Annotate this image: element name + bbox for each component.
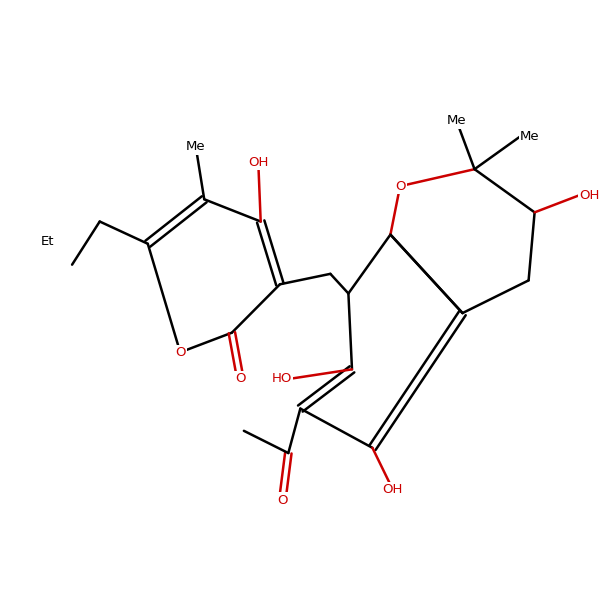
Text: O: O	[395, 179, 406, 193]
Text: OH: OH	[248, 156, 268, 169]
Text: OH: OH	[383, 483, 403, 496]
Text: Me: Me	[186, 140, 206, 154]
Text: Et: Et	[41, 235, 54, 248]
Text: O: O	[235, 372, 245, 385]
Text: Me: Me	[447, 114, 466, 127]
Text: O: O	[277, 494, 287, 506]
Text: HO: HO	[272, 372, 292, 385]
Text: O: O	[175, 346, 185, 359]
Text: OH: OH	[579, 189, 599, 202]
Text: Me: Me	[520, 130, 540, 143]
